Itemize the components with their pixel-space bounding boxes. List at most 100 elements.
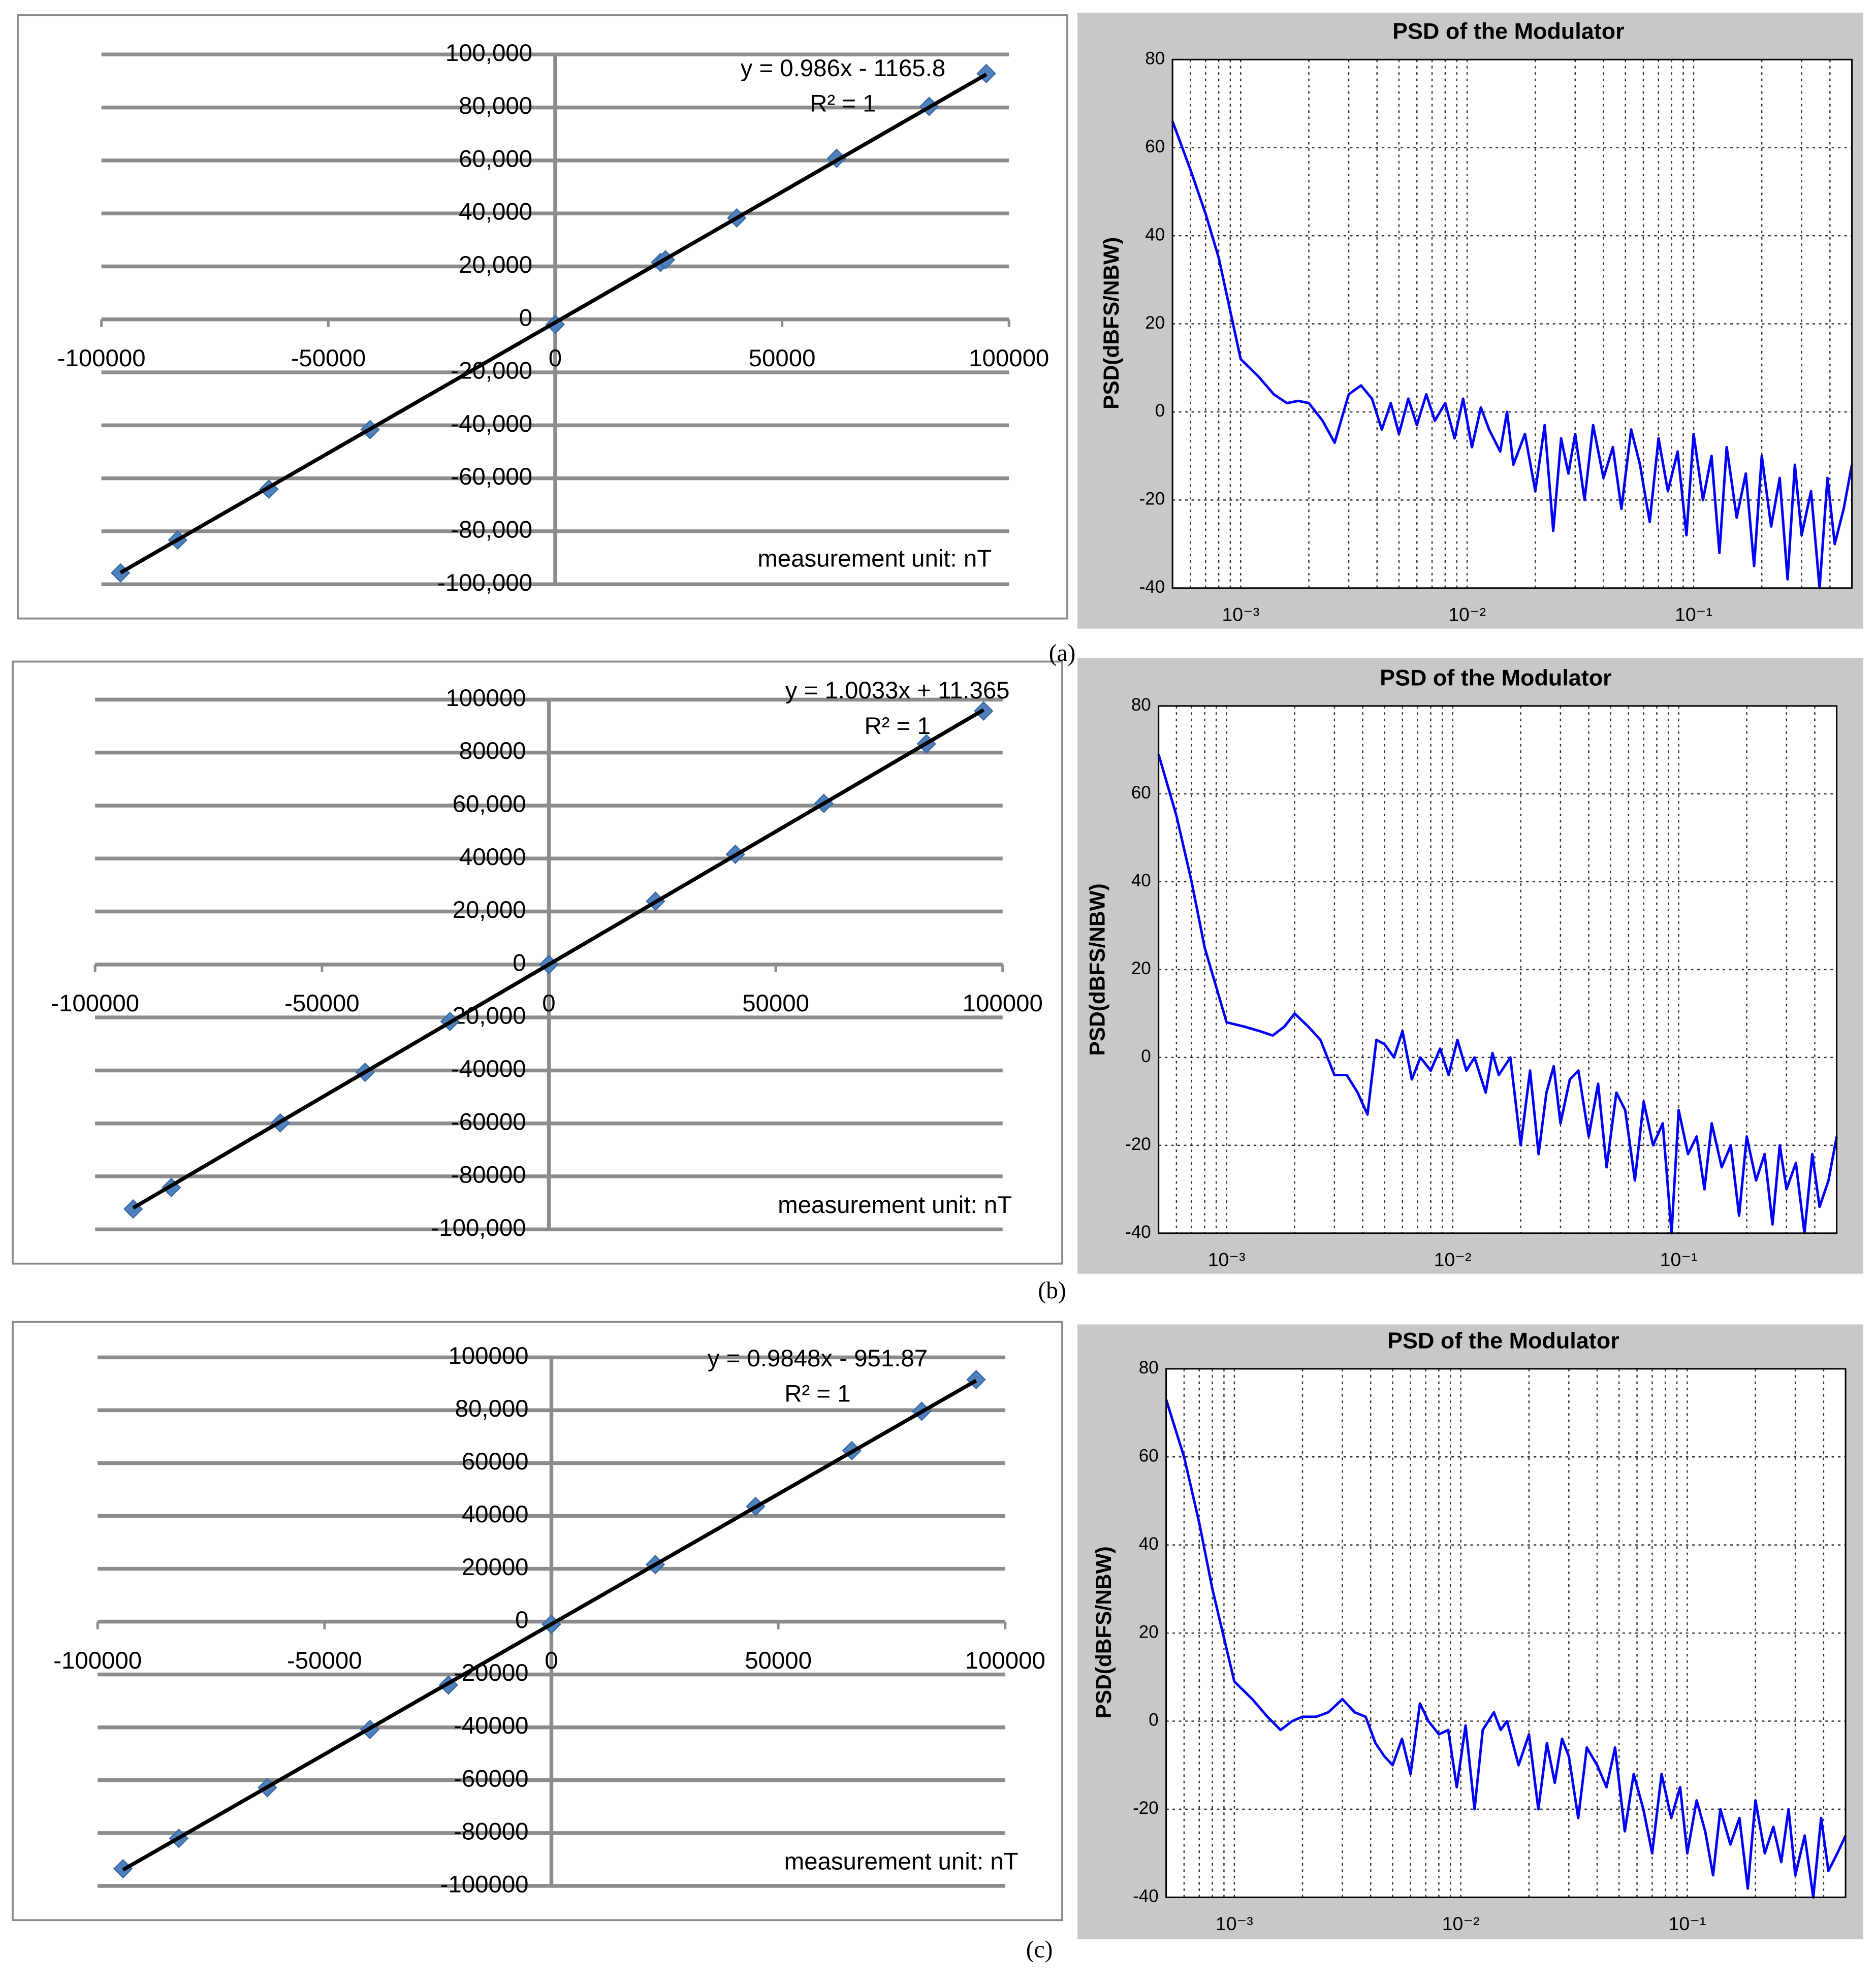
y-tick-label: 60,000 [453, 790, 526, 817]
psd-line [1157, 754, 1838, 1235]
y-axis-label: PSD(dBFS/NBW) [1092, 1546, 1116, 1718]
psd-line [1171, 120, 1853, 590]
panel-label: (b) [1038, 1277, 1066, 1304]
panel-label: (c) [1026, 1936, 1053, 1963]
x-tick-label: -50000 [287, 1647, 362, 1674]
y-axis-label: PSD(dBFS/NBW) [1099, 237, 1123, 409]
y-tick-label: -60000 [451, 1108, 526, 1135]
y-tick-label: 40 [1139, 1534, 1159, 1554]
y-tick-label: 0 [1149, 1710, 1158, 1730]
r-squared: R² = 1 [784, 1381, 850, 1407]
r-squared: R² = 1 [810, 90, 876, 117]
y-tick-label: -20,000 [451, 358, 532, 385]
x-tick-label: 50000 [749, 345, 816, 372]
y-tick-label: -60,000 [451, 463, 532, 490]
x-tick-label: 0 [549, 345, 562, 372]
x-tick-label: 50000 [742, 990, 809, 1017]
chart-title: PSD of the Modulator [1387, 1327, 1619, 1353]
x-tick-label: -50000 [284, 990, 360, 1017]
y-tick-label: 0 [1155, 401, 1165, 421]
y-tick-label: 20,000 [453, 897, 526, 923]
y-tick-label: 80000 [459, 738, 526, 764]
psd-line [1165, 1399, 1847, 1899]
x-tick-label: -50000 [291, 345, 366, 372]
y-tick-label: 40,000 [459, 199, 532, 226]
y-tick-label: -40 [1133, 1886, 1158, 1906]
x-tick-label: 100000 [965, 1647, 1045, 1674]
chart-title: PSD of the Modulator [1392, 18, 1625, 44]
x-tick-label: 10⁻³ [1222, 604, 1259, 625]
y-tick-label: 40000 [459, 844, 526, 871]
x-tick-label: 100000 [963, 990, 1043, 1017]
y-tick-label: -20 [1125, 1134, 1151, 1154]
y-tick-label: -40000 [454, 1712, 529, 1739]
y-tick-label: 80 [1139, 1358, 1159, 1378]
annotation: measurement unit: nT [757, 545, 992, 572]
y-tick-label: 20 [1145, 313, 1165, 333]
y-tick-label: 60,000 [459, 145, 532, 172]
r-squared: R² = 1 [864, 713, 930, 740]
x-tick-label: -100000 [51, 990, 139, 1017]
y-tick-label: -40 [1139, 577, 1165, 597]
x-tick-label: 0 [545, 1647, 558, 1674]
x-tick-label: 50000 [745, 1647, 812, 1674]
y-tick-label: -80000 [451, 1162, 526, 1189]
x-tick-label: 10⁻² [1442, 1913, 1480, 1934]
y-tick-label: -80,000 [451, 517, 532, 543]
y-tick-label: -100,000 [437, 569, 532, 596]
y-tick-label: 100000 [448, 1342, 528, 1369]
y-tick-label: 20 [1139, 1622, 1159, 1642]
y-tick-label: -100000 [440, 1871, 529, 1898]
y-tick-label: 20 [1131, 958, 1151, 978]
x-tick-label: 10⁻³ [1208, 1249, 1246, 1270]
y-tick-label: -60000 [454, 1765, 529, 1792]
y-tick-label: -20 [1133, 1798, 1158, 1818]
x-tick-label: 10⁻² [1448, 604, 1486, 625]
y-tick-label: 100,000 [446, 40, 532, 67]
y-tick-label: -20 [1139, 489, 1165, 509]
y-tick-label: -20,000 [444, 1003, 526, 1030]
annotation: measurement unit: nT [784, 1848, 1019, 1875]
x-tick-label: -100000 [53, 1647, 142, 1674]
y-tick-label: 0 [519, 304, 532, 331]
x-tick-label: 10⁻¹ [1660, 1249, 1698, 1270]
y-tick-label: 0 [515, 1607, 528, 1634]
y-tick-label: 80 [1131, 695, 1151, 715]
y-tick-label: -40000 [451, 1055, 526, 1082]
plot-border [1158, 705, 1838, 1234]
annotation: measurement unit: nT [778, 1192, 1012, 1219]
y-tick-label: -80000 [454, 1818, 529, 1845]
x-tick-label: 10⁻² [1434, 1249, 1472, 1270]
chart-frame [17, 14, 1068, 620]
y-tick-label: 20000 [462, 1554, 529, 1581]
y-tick-label: 80 [1145, 49, 1165, 69]
x-tick-label: 10⁻¹ [1675, 604, 1712, 625]
y-tick-label: 0 [513, 949, 526, 976]
y-tick-label: 40 [1145, 225, 1165, 244]
trendline [119, 73, 988, 574]
y-tick-label: 60000 [462, 1448, 529, 1475]
x-tick-label: 10⁻¹ [1669, 1913, 1706, 1934]
trendline-equation: y = 1.0033x + 11.365 [785, 677, 1010, 704]
y-tick-label: 0 [1141, 1046, 1151, 1066]
y-tick-label: -100,000 [431, 1214, 526, 1241]
trendline-equation: y = 0.9848x - 951.87 [708, 1345, 928, 1372]
plot-border [1171, 58, 1853, 589]
x-tick-label: 100000 [969, 345, 1049, 372]
trendline [122, 1379, 977, 1872]
trendline-equation: y = 0.986x - 1165.8 [741, 55, 946, 82]
x-tick-label: 10⁻³ [1216, 1913, 1253, 1934]
y-tick-label: 100000 [446, 685, 526, 712]
plot-border [1165, 1368, 1847, 1898]
y-tick-label: 60 [1131, 783, 1151, 803]
y-axis-label: PSD(dBFS/NBW) [1086, 883, 1109, 1055]
y-tick-label: 60 [1145, 137, 1165, 156]
chart-title: PSD of the Modulator [1380, 664, 1612, 690]
y-tick-label: 40 [1131, 871, 1151, 890]
x-tick-label: -100000 [57, 345, 146, 372]
trendline [132, 708, 985, 1210]
x-tick-label: 0 [542, 990, 555, 1017]
y-tick-label: 80,000 [455, 1395, 529, 1422]
